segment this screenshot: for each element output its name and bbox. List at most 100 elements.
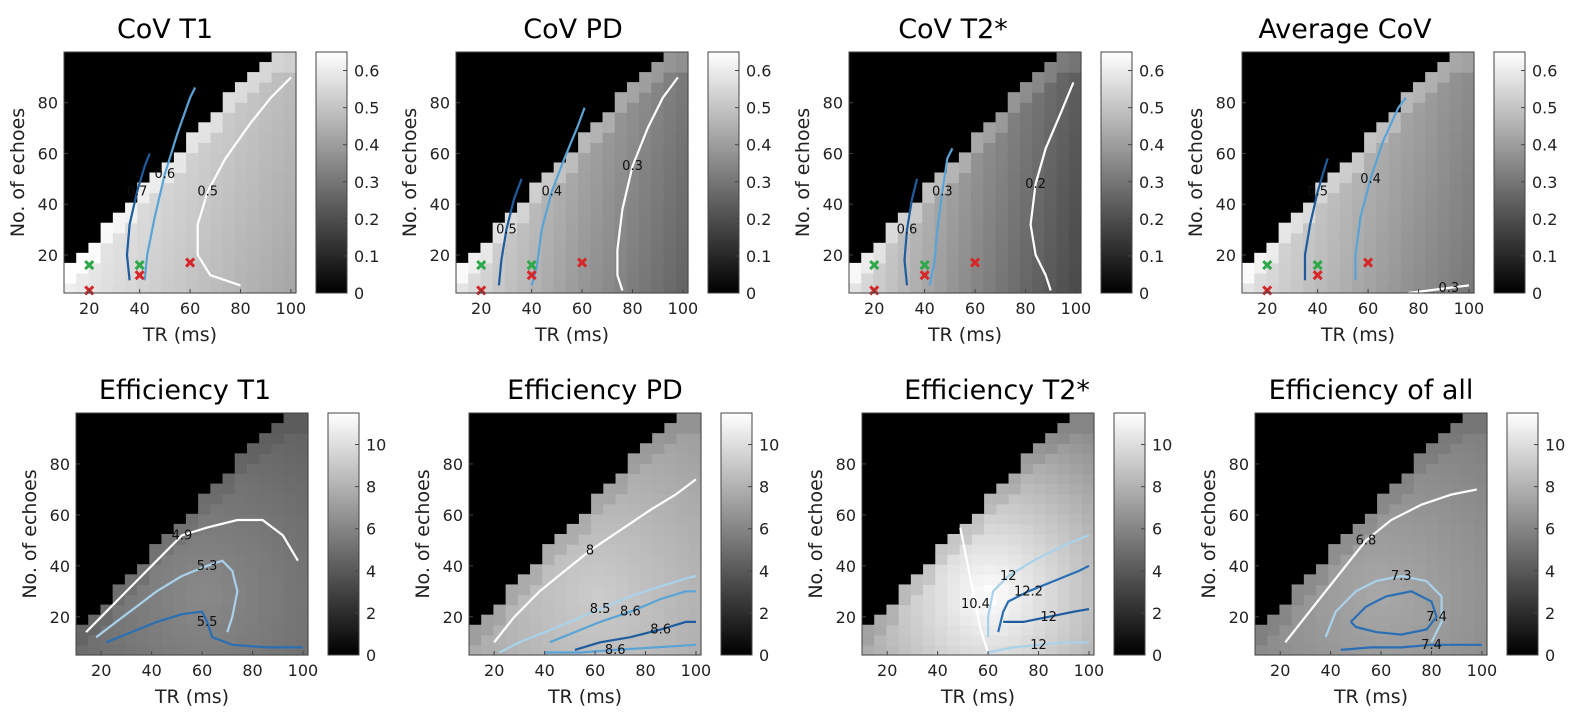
heatmap-cell <box>198 132 212 143</box>
heatmap-cell <box>198 152 212 164</box>
heatmap-cell <box>1044 172 1058 184</box>
heatmap-cell <box>283 232 297 244</box>
colorbar-tick-label: 0.4 <box>1532 136 1557 155</box>
heatmap-cell <box>210 162 224 174</box>
heatmap-cell <box>1401 513 1415 525</box>
heatmap-cell <box>995 192 1009 204</box>
heatmap-cell <box>1425 614 1439 626</box>
heatmap-cell <box>910 614 924 626</box>
heatmap-cell <box>186 232 199 244</box>
heatmap-cell <box>1412 282 1426 294</box>
heatmap-cell <box>935 584 949 596</box>
heatmap-cell <box>554 644 568 656</box>
heatmap-cell <box>1339 232 1353 244</box>
heatmap-cell <box>271 82 285 93</box>
colorbar-tick-label: 2 <box>759 604 769 623</box>
heatmap-cell <box>541 262 555 274</box>
heatmap-cell <box>186 262 199 274</box>
heatmap-cell <box>1450 554 1464 565</box>
heatmap-cell <box>1081 534 1095 545</box>
heatmap-cell <box>161 564 175 575</box>
heatmap-cell <box>186 282 199 294</box>
heatmap-cell <box>173 604 187 616</box>
heatmap-cell <box>259 503 272 515</box>
heatmap-cell <box>675 52 689 63</box>
heatmap-cell <box>1449 272 1463 284</box>
heatmap-cell <box>1081 473 1095 485</box>
heatmap-cell <box>639 594 653 606</box>
heatmap-cell <box>578 513 592 525</box>
heatmap-cell <box>995 112 1009 123</box>
heatmap-cell <box>234 523 248 535</box>
heatmap-cell <box>1461 132 1475 143</box>
heatmap-cell <box>651 82 665 93</box>
heatmap-cell <box>1303 232 1316 244</box>
heatmap-cell <box>1449 82 1463 93</box>
heatmap-cell <box>283 604 297 616</box>
heatmap-cell <box>1425 232 1438 244</box>
heatmap-cell <box>295 413 309 424</box>
heatmap-cell <box>1056 192 1070 204</box>
heatmap-cell <box>295 523 309 535</box>
heatmap-cell <box>578 142 591 154</box>
chart-title: CoV PD <box>523 14 623 45</box>
heatmap-cell <box>1389 523 1403 535</box>
heatmap-cell <box>959 584 973 596</box>
heatmap-cell <box>885 252 899 264</box>
heatmap-cell <box>1045 523 1058 535</box>
heatmap-cell <box>627 594 641 606</box>
contour-line-1 <box>1303 158 1329 281</box>
heatmap-cell <box>1328 614 1342 626</box>
heatmap-cell <box>210 523 224 535</box>
heatmap-cell <box>125 252 138 264</box>
heatmap-cell <box>234 614 248 626</box>
heatmap-cell <box>1069 493 1083 505</box>
heatmap-cell <box>1032 272 1045 284</box>
heatmap-cell <box>1081 493 1095 505</box>
heatmap-cell <box>652 644 665 656</box>
heatmap-cell <box>1389 544 1403 555</box>
heatmap-cell <box>1057 624 1071 636</box>
heatmap-cell <box>1401 604 1415 616</box>
heatmap-cell <box>1462 614 1476 626</box>
heatmap-cell <box>1327 222 1341 234</box>
heatmap-cell <box>1019 202 1033 214</box>
heatmap-cell <box>210 493 224 505</box>
heatmap-cell <box>602 182 616 194</box>
heatmap-cell <box>1069 483 1083 495</box>
heatmap-cell <box>1400 262 1414 274</box>
heatmap-cell <box>614 102 628 113</box>
heatmap-cell <box>88 644 102 656</box>
heatmap-cell <box>1400 162 1414 174</box>
colorbar-tick-label: 0 <box>354 284 364 303</box>
heatmap-cell <box>283 112 297 123</box>
contour-line-1 <box>85 518 299 633</box>
heatmap-cell <box>983 242 997 254</box>
heatmap-cell <box>1008 493 1022 505</box>
heatmap-cell <box>1044 102 1058 113</box>
heatmap-cell <box>234 584 248 596</box>
heatmap-cell <box>198 493 211 505</box>
heatmap-cell <box>688 604 702 616</box>
heatmap-cell <box>1045 574 1058 586</box>
y-tick-label: 20 <box>1229 608 1249 627</box>
heatmap-cell <box>1364 544 1378 555</box>
heatmap-cell <box>295 433 309 444</box>
heatmap-cell <box>663 232 677 244</box>
heatmap-cell <box>626 122 640 133</box>
contour-line-5 <box>987 641 1089 654</box>
heatmap-cell <box>971 282 984 294</box>
heatmap-cell <box>1044 202 1058 214</box>
heatmap-cell <box>554 544 568 555</box>
heatmap-cell <box>959 574 973 586</box>
heatmap-cell <box>1412 182 1426 194</box>
heatmap-cell <box>1450 604 1464 616</box>
x-tick-label: 100 <box>668 299 699 318</box>
heatmap-cell <box>984 614 997 626</box>
heatmap-cell <box>898 584 912 596</box>
heatmap-cell <box>615 483 629 495</box>
heatmap-cell <box>1032 554 1046 565</box>
heatmap-cell <box>1425 82 1438 93</box>
heatmap-cell <box>566 624 580 636</box>
heatmap-cell <box>1474 513 1488 525</box>
